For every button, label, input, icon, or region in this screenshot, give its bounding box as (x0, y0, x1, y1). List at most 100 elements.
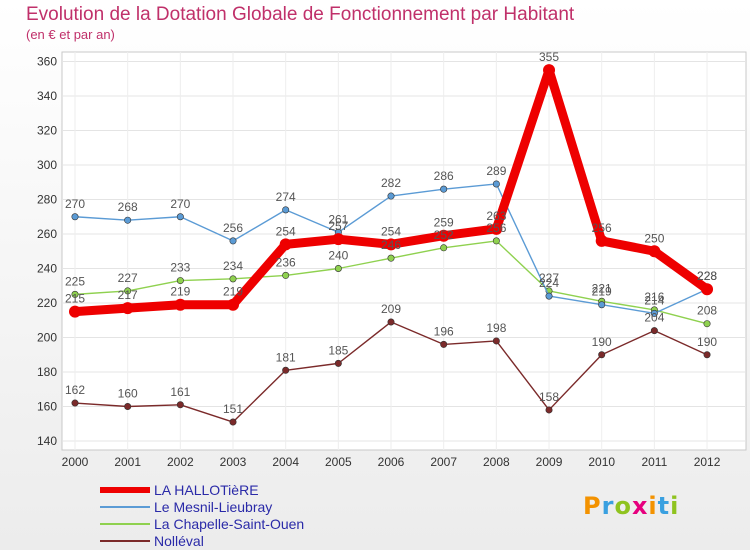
series-3-data-label-2001: 160 (118, 387, 138, 401)
series-3-data-label-2010: 190 (592, 335, 612, 349)
series-0-data-label-2010: 256 (592, 221, 612, 235)
series-2-data-label-2002: 233 (170, 261, 190, 275)
series-3-point-2004 (282, 366, 290, 374)
series-1-data-label-2007: 286 (434, 169, 454, 183)
series-0-point-2005 (332, 233, 345, 246)
y-tick-label-200: 200 (37, 331, 57, 345)
logo-letter: r (601, 492, 615, 520)
series-3-point-2000 (71, 399, 79, 407)
x-tick-label-2005: 2005 (325, 455, 352, 469)
series-0-data-label-2000: 215 (65, 292, 85, 306)
series-0-point-2003 (227, 298, 240, 311)
series-3-point-2007 (440, 340, 448, 348)
series-0-data-label-2009: 355 (539, 50, 559, 64)
x-tick-label-2000: 2000 (62, 455, 89, 469)
y-tick-label-260: 260 (37, 227, 57, 241)
x-tick-label-2009: 2009 (536, 455, 563, 469)
y-tick-label-360: 360 (37, 55, 57, 69)
series-2-point-2005 (334, 264, 342, 272)
series-1-data-label-2002: 270 (170, 197, 190, 211)
series-2-data-label-2001: 227 (118, 271, 138, 285)
series-1-point-2000 (71, 213, 79, 221)
series-2-data-label-2004: 236 (276, 255, 296, 269)
series-0-point-2001 (121, 302, 134, 315)
legend-label-le-mesnil-lieubray: Le Mesnil-Lieubray (154, 499, 273, 515)
series-3-point-2005 (334, 359, 342, 367)
chart-title: Evolution de la Dotation Globale de Fonc… (26, 4, 575, 25)
series-0-data-label-2006: 254 (381, 224, 401, 238)
series-2-data-label-2003: 234 (223, 259, 243, 273)
series-3-point-2006 (387, 318, 395, 326)
series-1-data-label-2006: 282 (381, 176, 401, 190)
series-1-data-label-2004: 274 (276, 190, 296, 204)
x-tick-label-2003: 2003 (220, 455, 247, 469)
x-tick-label-2010: 2010 (588, 455, 615, 469)
logo-letter: t (657, 492, 671, 520)
series-1-data-label-2005: 261 (328, 212, 348, 226)
series-0-data-label-2008: 263 (486, 209, 506, 223)
series-2-point-2012 (703, 320, 711, 328)
y-tick-label-180: 180 (37, 365, 57, 379)
chart-subtitle: (en € et par an) (26, 27, 115, 42)
series-0-point-2011 (648, 245, 661, 258)
series-0-point-2007 (437, 229, 450, 242)
series-1-data-label-2000: 270 (65, 197, 85, 211)
series-3-point-2011 (650, 327, 658, 335)
series-3-point-2012 (703, 351, 711, 359)
x-tick-label-2012: 2012 (694, 455, 721, 469)
series-0-data-label-2007: 259 (434, 216, 454, 230)
y-tick-label-320: 320 (37, 124, 57, 138)
series-3-data-label-2005: 185 (328, 343, 348, 357)
series-1-data-label-2001: 268 (118, 200, 138, 214)
x-tick-label-2004: 2004 (272, 455, 299, 469)
series-3-data-label-2003: 151 (223, 402, 243, 416)
series-1-data-label-2012: 228 (697, 269, 717, 283)
series-0-data-label-2011: 250 (644, 231, 664, 245)
series-0-data-label-2003: 219 (223, 285, 243, 299)
series-3-data-label-2012: 190 (697, 335, 717, 349)
x-tick-label-2008: 2008 (483, 455, 510, 469)
series-0-data-label-2012: 228 (697, 269, 717, 283)
series-3-point-2009 (545, 406, 553, 414)
series-0-data-label-2004: 254 (276, 224, 296, 238)
series-3-point-2010 (598, 351, 606, 359)
series-3-point-2003 (229, 418, 237, 426)
series-0-point-2010 (595, 234, 608, 247)
series-2-data-label-2009: 227 (539, 271, 559, 285)
series-2-point-2000 (71, 290, 79, 298)
series-3-data-label-2011: 204 (644, 311, 664, 325)
series-1-point-2002 (176, 213, 184, 221)
series-2-data-label-2000: 225 (65, 274, 85, 288)
series-2-point-2002 (176, 277, 184, 285)
series-0-point-2000 (69, 305, 81, 318)
x-tick-label-2006: 2006 (378, 455, 405, 469)
legend-swatch-le-mesnil-lieubray (100, 506, 150, 508)
y-tick-label-140: 140 (37, 434, 57, 448)
series-2-point-2004 (282, 271, 290, 279)
y-tick-label-160: 160 (37, 400, 57, 414)
legend-swatch-la-hallotiere (100, 487, 150, 493)
series-2-data-label-2005: 240 (328, 249, 348, 263)
series-1-point-2001 (124, 216, 132, 224)
series-3-point-2002 (176, 401, 184, 409)
series-2-data-label-2011: 216 (644, 290, 664, 304)
series-0-point-2006 (385, 238, 398, 251)
series-2-point-2007 (440, 244, 448, 252)
series-1-point-2007 (440, 185, 448, 193)
series-0-point-2004 (279, 238, 292, 251)
series-3-data-label-2006: 209 (381, 302, 401, 316)
series-1-point-2010 (598, 301, 606, 309)
series-3-data-label-2000: 162 (65, 383, 85, 397)
series-3-data-label-2009: 158 (539, 390, 559, 404)
series-0-point-2012 (701, 283, 714, 296)
series-1-data-label-2010: 219 (592, 285, 612, 299)
y-tick-label-240: 240 (37, 262, 57, 276)
y-tick-label-340: 340 (37, 89, 57, 103)
series-1-point-2006 (387, 192, 395, 200)
proxiti-logo: Proxiti (583, 492, 679, 520)
logo-letter: i (670, 492, 680, 520)
series-0-point-2009 (543, 64, 556, 77)
series-1-point-2011 (650, 309, 658, 317)
series-3-data-label-2008: 198 (486, 321, 506, 335)
